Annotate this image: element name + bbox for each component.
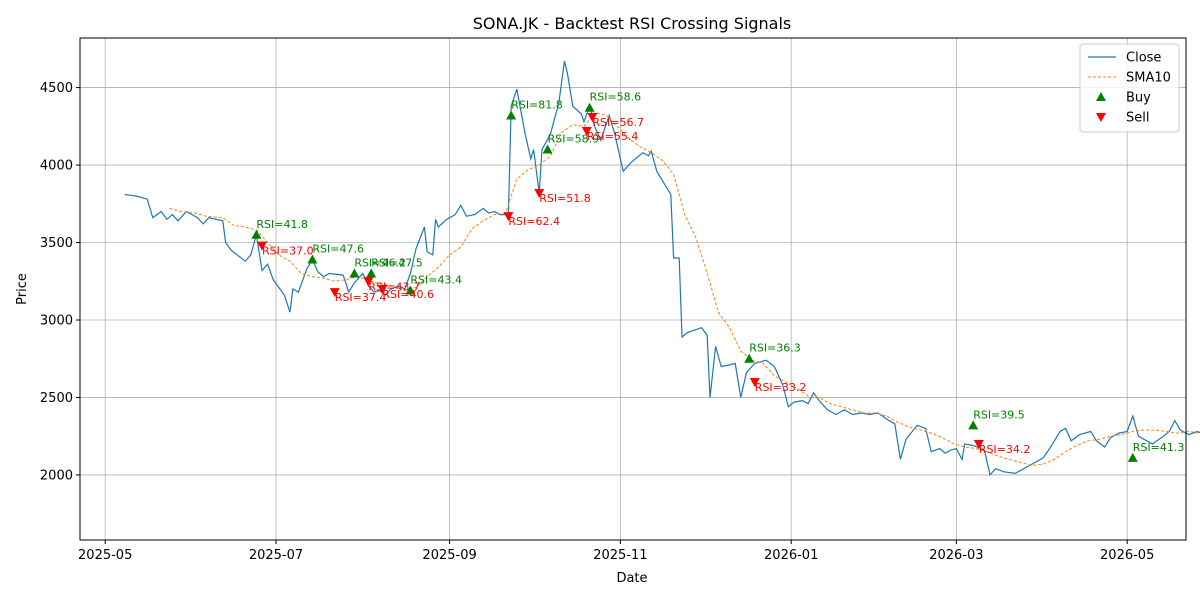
sell-annotation: RSI=34.2 — [979, 443, 1031, 456]
close-price-line — [124, 61, 1200, 477]
sell-marker — [534, 188, 545, 198]
sell-annotation: RSI=37.0 — [262, 245, 314, 258]
sell-marker — [257, 241, 267, 251]
sell-marker — [973, 439, 984, 449]
x-tick-label: 2026-05 — [1100, 548, 1154, 563]
y-tick-label: 2000 — [40, 468, 73, 483]
y-tick-label: 4000 — [40, 159, 73, 174]
y-tick-label: 3000 — [40, 313, 73, 328]
buy-marker — [542, 144, 553, 154]
x-tick-label: 2025-11 — [593, 548, 647, 563]
buy-annotation: RSI=46.2 — [354, 257, 406, 270]
x-axis-label: Date — [616, 571, 647, 586]
sell-marker — [749, 377, 760, 387]
legend-buy-swatch — [1096, 92, 1106, 101]
buy-annotation: RSI=81.8 — [511, 98, 563, 111]
y-axis-label: Price — [15, 273, 30, 305]
sell-annotation: RSI=33.2 — [755, 381, 807, 394]
buy-annotation: RSI=58.6 — [590, 91, 642, 104]
buy-annotation: RSI=39.5 — [973, 408, 1025, 421]
sell-annotation: RSI=37.4 — [335, 291, 387, 304]
sell-annotation: RSI=51.8 — [539, 192, 591, 205]
y-axis-ticks: 2000 2500 3000 3500 4000 4500 — [40, 81, 80, 483]
buy-annotation: RSI=47.5 — [371, 257, 423, 270]
x-tick-label: 2025-05 — [78, 548, 132, 563]
sell-marker — [363, 277, 374, 287]
buy-annotation: RSI=41.3 — [1133, 441, 1185, 454]
buy-marker — [584, 102, 595, 112]
legend-box — [1079, 43, 1180, 133]
legend-label: SMA10 — [1126, 71, 1171, 86]
legend-label: Sell — [1126, 111, 1149, 126]
x-axis-ticks: 2025-05 2025-07 2025-09 2025-11 2026-01 2026-… — [78, 540, 1154, 563]
sell-marker — [587, 113, 598, 123]
buy-marker — [307, 254, 318, 264]
buy-marker — [251, 229, 262, 239]
sell-marker — [503, 212, 514, 222]
legend-sell-swatch — [1096, 113, 1106, 122]
y-tick-label: 3500 — [40, 236, 73, 251]
buy-marker — [744, 353, 755, 363]
series-lines — [124, 61, 1200, 477]
buy-marker — [366, 268, 377, 278]
x-tick-label: 2026-01 — [764, 548, 818, 563]
x-tick-label: 2025-09 — [422, 548, 476, 563]
sell-annotation: RSI=62.4 — [508, 215, 560, 228]
y-tick-label: 4500 — [40, 81, 73, 96]
buy-annotation: RSI=36.3 — [749, 342, 801, 355]
sell-marker — [329, 288, 340, 298]
x-tick-label: 2026-03 — [929, 548, 983, 563]
sma10-line — [169, 111, 1200, 467]
buy-marker — [968, 420, 979, 430]
chart-title: SONA.JK - Backtest RSI Crossing Signals — [473, 14, 792, 33]
buy-annotation: RSI=41.8 — [256, 218, 308, 231]
y-tick-label: 2500 — [40, 391, 73, 406]
buy-annotation: RSI=58.9 — [548, 133, 600, 146]
legend: Close SMA10 Buy Sell — [1079, 43, 1180, 133]
x-tick-label: 2025-07 — [249, 548, 303, 563]
buy-annotation: RSI=43.4 — [410, 274, 462, 287]
sell-annotation: RSI=40.6 — [382, 288, 434, 301]
legend-label: Close — [1126, 51, 1161, 66]
buy-marker — [349, 268, 360, 278]
buy-marker — [506, 110, 517, 120]
buy-annotation: RSI=47.6 — [312, 243, 364, 256]
sell-annotation: RSI=56.7 — [592, 116, 644, 129]
sell-marker — [377, 285, 388, 294]
buy-marker — [405, 285, 416, 295]
plot-frame — [79, 37, 1187, 541]
legend-label: Buy — [1126, 91, 1151, 106]
sell-marker — [581, 126, 592, 136]
buy-marker — [1127, 452, 1138, 462]
sell-annotation: RSI=55.4 — [587, 130, 639, 143]
